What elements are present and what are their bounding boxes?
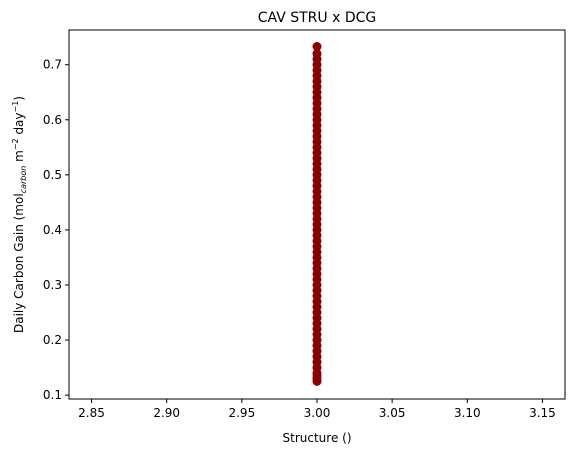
plot-area: 2.85 2.90 2.95 3.00 3.05 3.10 3.15 0.10.20.30.… [43, 29, 566, 420]
y-axis-label-sup-day: −1 [11, 101, 20, 113]
x-tick-label: 2.95 [228, 406, 255, 420]
y-axis-label-unit-day: day [12, 112, 26, 138]
x-tick-label: 3.15 [529, 406, 556, 420]
x-tick-label: 3.00 [304, 406, 331, 420]
x-axis-label: Structure () [283, 431, 352, 445]
y-axis-label: Daily Carbon Gain (molcarbon m−2 day−1) [11, 96, 28, 333]
y-axis-label-unit-m: m [12, 150, 26, 166]
data-point [312, 42, 322, 52]
x-axis-ticks: 2.85 2.90 2.95 3.00 3.05 3.10 3.15 [78, 399, 556, 420]
x-tick-label: 2.90 [153, 406, 180, 420]
chart-title: CAV STRU x DCG [258, 10, 377, 26]
y-tick-label: 0.3 [43, 278, 62, 292]
y-tick-label: 0.4 [43, 223, 62, 237]
y-tick-label: 0.5 [43, 168, 62, 182]
x-tick-label: 3.05 [379, 406, 406, 420]
y-tick-label: 0.7 [43, 58, 62, 72]
y-axis-label-prefix: Daily Carbon Gain (mol [12, 193, 26, 333]
y-tick-label: 0.6 [43, 113, 62, 127]
y-axis-label-sup-m: −2 [11, 138, 20, 150]
x-tick-label: 2.85 [78, 406, 105, 420]
y-axis-label-suffix: ) [12, 96, 26, 101]
y-axis-label-subscript: carbon [19, 166, 28, 194]
y-axis-ticks: 0.1 0.2 0.3 0.4 0.5 0.6 0.7 [43, 58, 69, 402]
x-tick-label: 3.10 [454, 406, 481, 420]
y-tick-label: 0.2 [43, 333, 62, 347]
y-tick-label: 0.1 [43, 388, 62, 402]
data-points [312, 42, 322, 386]
data-point [312, 49, 322, 59]
